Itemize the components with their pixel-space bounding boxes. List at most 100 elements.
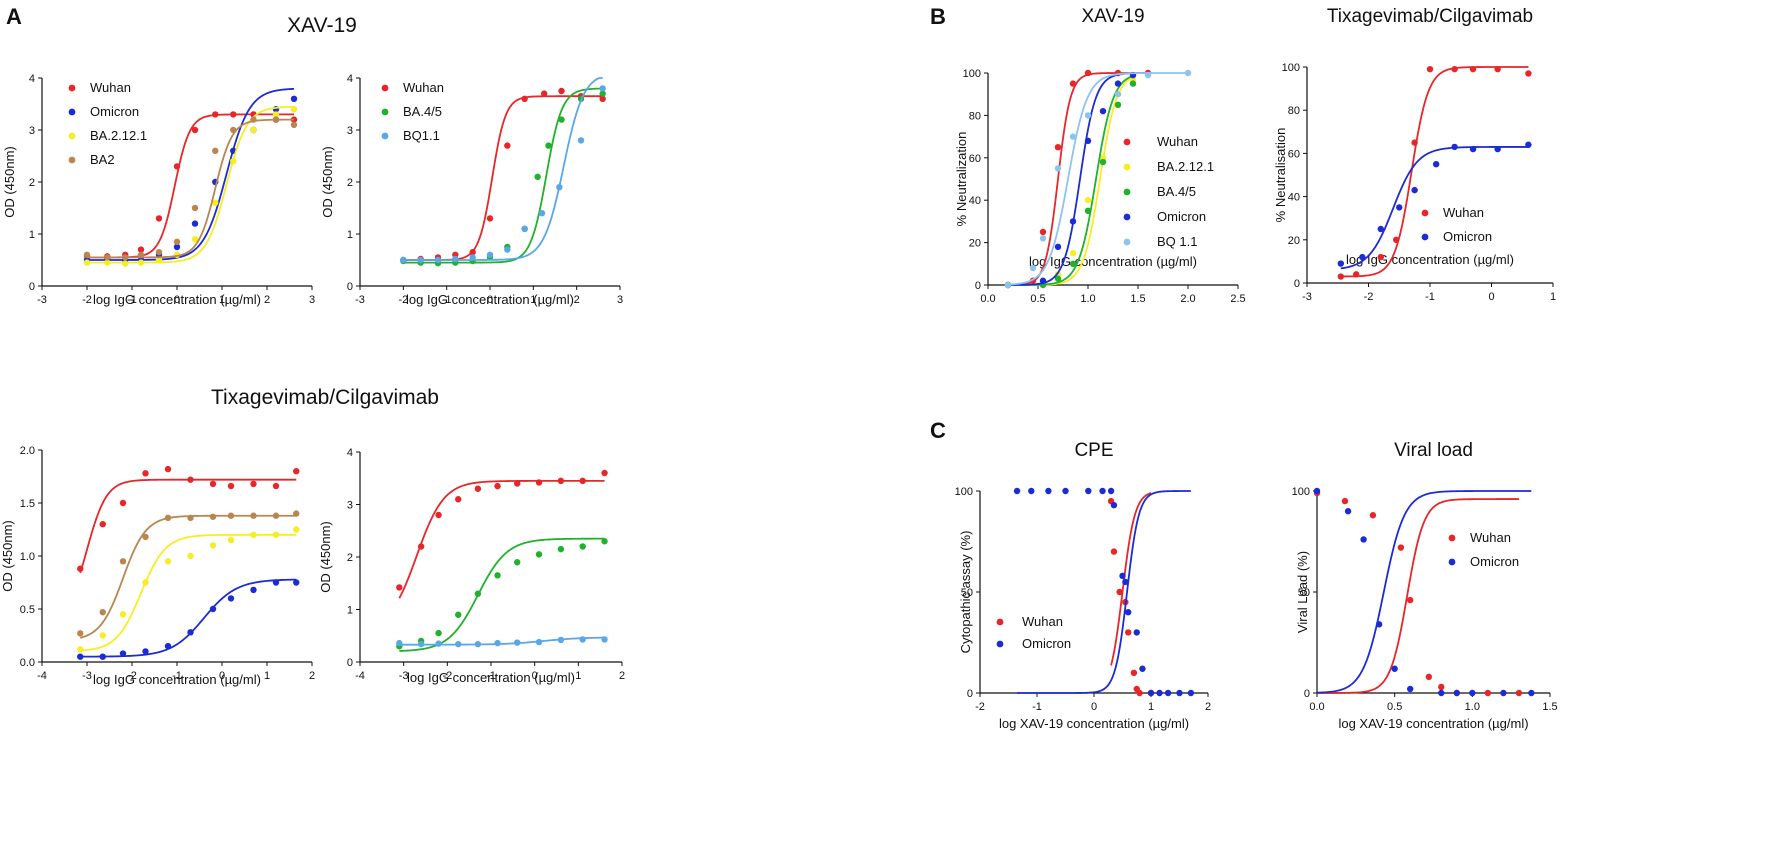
b2-title: Tixagevimab/Cilgavimab xyxy=(1327,6,1533,27)
a4-point-ba-4-5 xyxy=(455,611,462,618)
a1-point-ba2 xyxy=(272,116,280,123)
a2-y-tick-label: 2 xyxy=(347,177,353,189)
a3-series-omicron xyxy=(77,578,300,660)
a4-point-bq1-1 xyxy=(535,638,543,646)
a1-series-ba2 xyxy=(83,116,298,261)
a2-legend-label-wuhan: Wuhan xyxy=(403,80,444,95)
b1-legend-marker-ba-4-5 xyxy=(1123,188,1131,196)
a4-series-wuhan xyxy=(396,469,608,599)
b1-legend-label-wuhan: Wuhan xyxy=(1157,134,1198,149)
b1-x-tick-label: 2.0 xyxy=(1180,293,1195,305)
c1-point-omicron xyxy=(1110,501,1118,509)
c1-curve-wuhan xyxy=(1110,492,1152,666)
a2-point-bq1-1 xyxy=(469,254,476,261)
b1-point-ba-4-5 xyxy=(1069,260,1077,267)
a2-x-tick-label: -3 xyxy=(355,294,365,306)
a1-curve-ba2 xyxy=(87,118,295,259)
a4-point-bq1-1 xyxy=(579,636,586,643)
a2-x-tick-label: 0 xyxy=(487,294,493,306)
a3-point-omicron xyxy=(293,579,300,586)
c1-point-omicron xyxy=(1147,689,1155,697)
b2-point-wuhan xyxy=(1525,70,1532,77)
chart-c2: Viral load 0.0 0.5 1.0 1.5 0 50 100 log XAV-19 c… xyxy=(1262,428,1572,838)
b1-curve-bq-1-1 xyxy=(1007,72,1188,286)
a3-point-ba-2-12-1 xyxy=(209,542,217,549)
a2-x-tick-label: 3 xyxy=(617,294,623,306)
a3-point-ba-2-12-1 xyxy=(119,611,127,618)
chart-a3: -4 -3 -2 -1 0 1 2 0.0 0.5 1.0 1.5 2.0 log IgG concen… xyxy=(0,432,330,732)
b1-point-omicron xyxy=(1099,107,1107,115)
b2-series-wuhan xyxy=(1337,65,1532,280)
c2-point-wuhan xyxy=(1484,689,1492,697)
c1-point-omicron xyxy=(1085,487,1092,495)
a3-point-ba2 xyxy=(142,533,149,541)
b1-legend-marker-omicron xyxy=(1123,213,1131,221)
a3-x-tick-label: -4 xyxy=(37,670,47,682)
b2-point-wuhan xyxy=(1411,139,1418,146)
b2-legend-marker-wuhan xyxy=(1421,209,1429,217)
a2-point-wuhan xyxy=(504,142,511,149)
a1-point-wuhan xyxy=(137,246,145,253)
b1-curve-omicron xyxy=(1007,72,1134,286)
a4-curve-ba-4-5 xyxy=(399,537,605,652)
c2-point-wuhan xyxy=(1438,683,1445,691)
a2-point-bq1-1 xyxy=(538,210,546,217)
c2-point-wuhan xyxy=(1515,689,1523,697)
a3-point-ba2 xyxy=(164,514,172,522)
a4-x-tick-label: -1 xyxy=(486,670,496,682)
b1-point-wuhan xyxy=(1039,228,1047,236)
c2-x-tick-label: 1.5 xyxy=(1542,701,1557,713)
a3-y-tick-label: 0.0 xyxy=(20,657,35,669)
c1-point-omicron xyxy=(1164,689,1172,697)
a1-point-wuhan xyxy=(173,163,181,170)
a1-legend-marker-ba-2-12-1 xyxy=(68,132,76,140)
a1-point-omicron xyxy=(191,220,199,227)
c1-x-tick-label: 1 xyxy=(1148,701,1154,713)
a4-curve-bq1-1 xyxy=(399,636,605,646)
chart-a1-svg: -3 -2 -1 0 1 2 3 0 1 2 3 4 log IgG concentration (µg… xyxy=(2,73,315,307)
b1-x-tick-label: 0.0 xyxy=(980,293,995,305)
b1-point-wuhan xyxy=(1084,69,1092,77)
c1-x-tick-label: -1 xyxy=(1032,701,1042,713)
a4-y-axis-label: OD (450nm) xyxy=(318,521,333,593)
c2-point-omicron xyxy=(1391,665,1398,672)
b1-y-tick-label: 80 xyxy=(969,110,981,122)
a2-point-bq1-1 xyxy=(599,85,606,92)
b1-legend-label-bq-1-1: BQ 1.1 xyxy=(1157,234,1197,249)
a4-point-bq1-1 xyxy=(514,639,521,646)
b2-point-omicron xyxy=(1525,141,1532,148)
c1-point-omicron xyxy=(1013,487,1021,495)
a1-point-wuhan xyxy=(155,215,163,222)
a3-point-ba2 xyxy=(293,510,300,517)
c1-point-omicron xyxy=(1045,487,1052,495)
a4-point-bq1-1 xyxy=(417,640,425,648)
a2-x-axis-label: log IgG concentration (µg/ml) xyxy=(406,292,574,307)
c1-series-wuhan xyxy=(1107,492,1155,697)
a4-point-ba-4-5 xyxy=(435,629,442,637)
c2-x-tick-label: 0.5 xyxy=(1387,701,1402,713)
c2-x-axis-label: log XAV-19 concentration (µg/ml) xyxy=(1338,716,1528,731)
b2-point-omicron xyxy=(1494,145,1501,153)
c2-point-wuhan xyxy=(1369,512,1377,519)
a2-point-wuhan xyxy=(540,90,548,97)
a2-x-tick-label: -1 xyxy=(442,294,452,306)
c2-legend-label-wuhan: Wuhan xyxy=(1470,530,1511,545)
a3-point-ba-2-12-1 xyxy=(164,558,172,565)
a4-point-wuhan xyxy=(535,479,543,486)
a4-point-bq1-1 xyxy=(474,640,482,648)
a1-point-omicron xyxy=(173,243,181,251)
c1-x-tick-label: -2 xyxy=(975,701,985,713)
a4-point-ba-4-5 xyxy=(557,545,565,553)
a1-x-tick-label: 3 xyxy=(309,294,315,306)
c1-point-omicron xyxy=(1176,689,1183,697)
a4-point-bq1-1 xyxy=(601,636,608,643)
b2-point-wuhan xyxy=(1469,65,1477,73)
b2-point-wuhan xyxy=(1337,273,1345,280)
a1-point-wuhan xyxy=(212,111,219,118)
a2-point-bq1-1 xyxy=(400,256,407,264)
a1-x-tick-label: 2 xyxy=(264,294,270,306)
a4-x-tick-label: 1 xyxy=(575,670,581,682)
c2-point-omicron xyxy=(1453,689,1460,697)
a1-point-ba-2-12-1 xyxy=(104,259,111,266)
c1-legend-label-omicron: Omicron xyxy=(1022,636,1071,651)
